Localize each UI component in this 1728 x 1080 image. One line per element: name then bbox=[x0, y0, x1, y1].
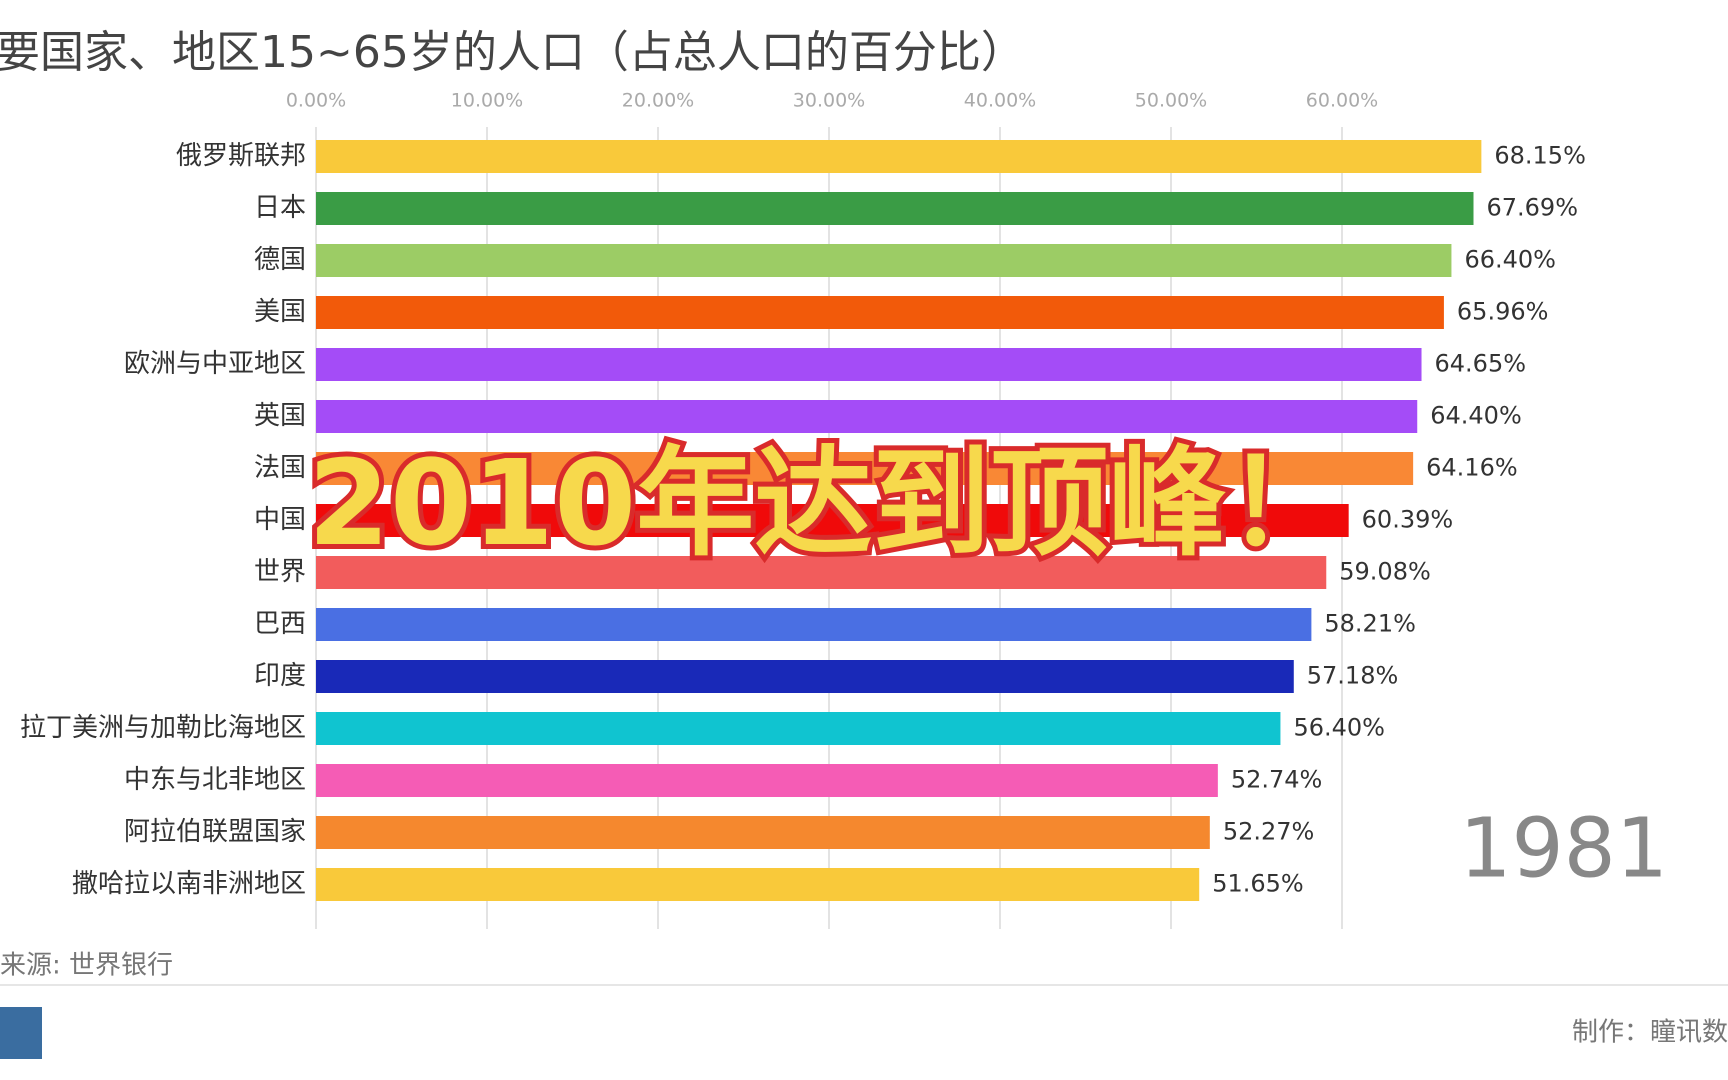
category-label: 英国 bbox=[254, 401, 306, 431]
bar bbox=[316, 504, 1349, 537]
value-label: 51.65% bbox=[1212, 870, 1304, 898]
thumbnail bbox=[0, 1007, 42, 1059]
category-label: 日本 bbox=[254, 193, 306, 223]
bar bbox=[316, 192, 1474, 225]
year-label: 1981 bbox=[1459, 801, 1668, 896]
bar bbox=[316, 816, 1210, 849]
bar bbox=[316, 244, 1452, 277]
bar bbox=[316, 140, 1482, 173]
x-tick-label: 10.00% bbox=[451, 90, 523, 112]
category-label: 德国 bbox=[254, 245, 306, 275]
chart-title: 要国家、地区15~65岁的人口（占总人口的百分比） bbox=[0, 27, 1025, 78]
x-tick-label: 0.00% bbox=[286, 90, 346, 112]
annotation: 2010年达到顶峰！ bbox=[308, 434, 1344, 572]
x-tick-label: 50.00% bbox=[1135, 90, 1207, 112]
x-tick-label: 60.00% bbox=[1306, 90, 1378, 112]
category-label: 俄罗斯联邦 bbox=[176, 141, 306, 171]
category-label: 中东与北非地区 bbox=[124, 765, 306, 795]
bar bbox=[316, 608, 1312, 641]
category-label: 中国 bbox=[254, 505, 306, 535]
bar bbox=[316, 868, 1200, 901]
bar bbox=[316, 660, 1294, 693]
category-label: 巴西 bbox=[254, 609, 306, 639]
value-label: 59.08% bbox=[1339, 558, 1431, 586]
category-label: 欧洲与中亚地区 bbox=[124, 349, 306, 379]
value-label: 64.40% bbox=[1430, 402, 1522, 430]
bar bbox=[316, 348, 1422, 381]
category-label: 法国 bbox=[254, 453, 306, 483]
plot: 0.00% 10.00% 20.00% 30.00% 40.00% 50.00% 60.00… bbox=[20, 90, 1586, 929]
value-label: 57.18% bbox=[1307, 662, 1399, 690]
value-label: 56.40% bbox=[1293, 714, 1385, 742]
value-label: 68.15% bbox=[1494, 142, 1586, 170]
bar bbox=[316, 764, 1218, 797]
value-label: 65.96% bbox=[1457, 298, 1549, 326]
bar bbox=[316, 556, 1327, 589]
x-tick-label: 20.00% bbox=[622, 90, 694, 112]
category-label: 撒哈拉以南非洲地区 bbox=[72, 869, 306, 899]
category-label: 美国 bbox=[254, 297, 306, 327]
value-label: 52.27% bbox=[1223, 818, 1315, 846]
bar bbox=[316, 296, 1444, 329]
value-label: 52.74% bbox=[1231, 766, 1323, 794]
category-label: 阿拉伯联盟国家 bbox=[124, 817, 306, 847]
value-label: 64.65% bbox=[1435, 350, 1527, 378]
bar bbox=[316, 712, 1281, 745]
category-label: 拉丁美洲与加勒比海地区 bbox=[20, 713, 306, 743]
x-tick-label: 30.00% bbox=[793, 90, 865, 112]
credit: 制作：瞳讯数 bbox=[1572, 1018, 1728, 1048]
value-label: 60.39% bbox=[1362, 506, 1454, 534]
x-tick-label: 40.00% bbox=[964, 90, 1036, 112]
source: 来源: 世界银行 bbox=[0, 951, 173, 981]
value-label: 66.40% bbox=[1464, 246, 1556, 274]
bar bbox=[316, 452, 1414, 485]
bar bbox=[316, 400, 1418, 433]
category-label: 世界 bbox=[254, 557, 306, 587]
value-label: 67.69% bbox=[1486, 194, 1578, 222]
value-label: 64.16% bbox=[1426, 454, 1518, 482]
value-label: 58.21% bbox=[1324, 610, 1416, 638]
category-label: 印度 bbox=[254, 661, 306, 691]
